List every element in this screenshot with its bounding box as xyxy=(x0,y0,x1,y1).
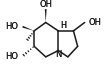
Text: H: H xyxy=(60,21,66,30)
Text: N: N xyxy=(55,50,62,59)
Polygon shape xyxy=(22,26,34,31)
Text: OH: OH xyxy=(39,0,52,9)
Text: OH: OH xyxy=(89,18,102,27)
Polygon shape xyxy=(45,9,47,22)
Text: HO: HO xyxy=(5,22,18,31)
Text: HO: HO xyxy=(5,52,18,61)
Text: OH: OH xyxy=(39,0,52,9)
Text: HO: HO xyxy=(5,52,18,61)
Text: OH: OH xyxy=(89,18,102,27)
Text: HO: HO xyxy=(5,22,18,31)
Text: N: N xyxy=(55,50,62,59)
Text: H: H xyxy=(60,21,66,30)
